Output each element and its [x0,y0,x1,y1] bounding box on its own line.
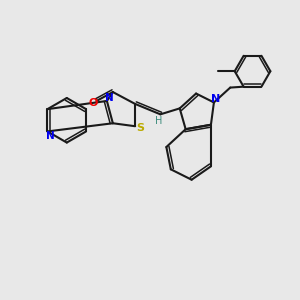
Text: H: H [155,116,163,126]
Text: O: O [89,98,98,108]
Text: N: N [211,94,220,104]
Text: S: S [136,123,145,133]
Text: N: N [46,131,55,141]
Text: N: N [106,93,114,103]
